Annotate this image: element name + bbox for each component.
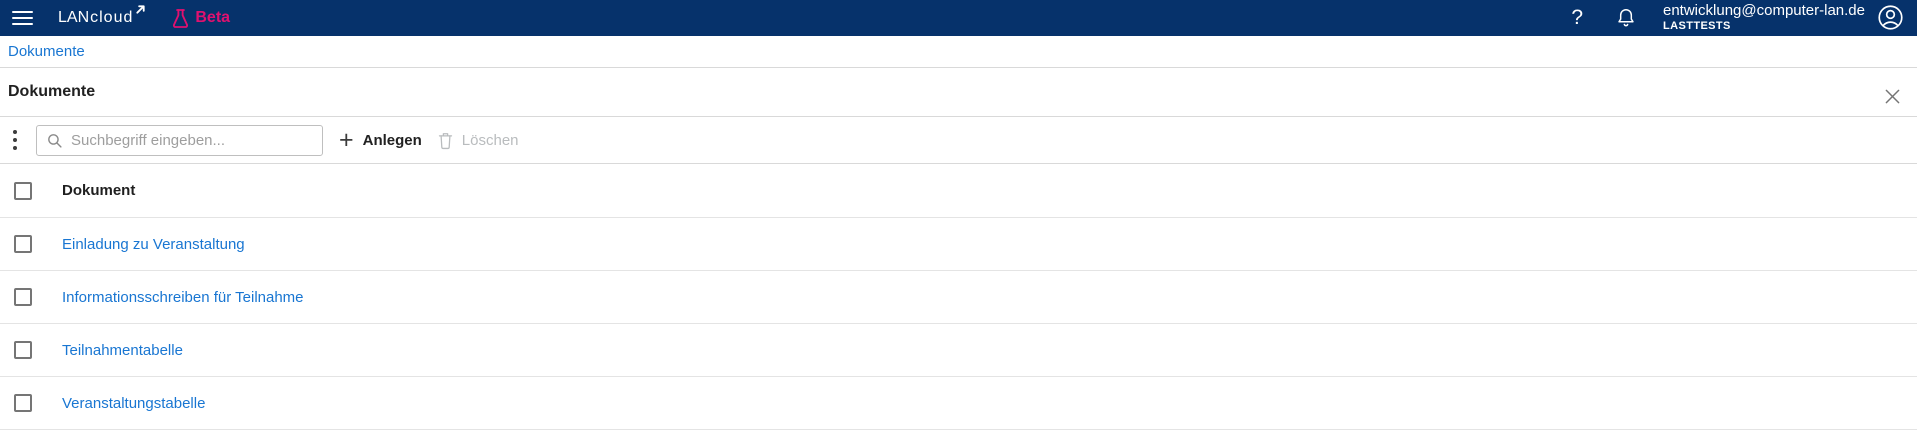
create-button-label: Anlegen (362, 131, 422, 149)
notifications-bell-icon[interactable] (1615, 6, 1637, 29)
create-button[interactable]: + Anlegen (339, 126, 422, 154)
breadcrumb: Dokumente (0, 36, 1917, 68)
plus-icon: + (339, 126, 354, 154)
search-box (36, 124, 323, 156)
avatar-icon[interactable] (1877, 4, 1904, 31)
beta-label: Beta (195, 9, 231, 26)
search-input[interactable] (71, 131, 313, 149)
delete-button[interactable]: Löschen (437, 131, 519, 150)
title-bar: Dokumente (0, 68, 1917, 117)
toolbar: + Anlegen Löschen (0, 117, 1917, 164)
select-all-checkbox[interactable] (14, 181, 32, 200)
close-icon[interactable] (1882, 86, 1903, 107)
top-bar: LAN cloud Beta ? entwicklung@computer-la… (0, 0, 1917, 36)
trash-icon (437, 131, 454, 150)
logo-text-secondary: cloud (90, 9, 134, 26)
logo-text-primary: LAN (58, 9, 90, 26)
account-name: LASTTESTS (1663, 20, 1731, 33)
table-row[interactable]: Informationsschreiben für Teilnahme (0, 271, 1917, 324)
account-info: entwicklung@computer-lan.de LASTTESTS (1663, 3, 1865, 32)
documents-table: Dokument Einladung zu Veranstaltung Info… (0, 164, 1917, 430)
document-link[interactable]: Informationsschreiben für Teilnahme (62, 288, 304, 306)
table-row[interactable]: Einladung zu Veranstaltung (0, 218, 1917, 271)
table-row[interactable]: Teilnahmentabelle (0, 324, 1917, 377)
menu-icon[interactable] (12, 11, 33, 25)
row-checkbox[interactable] (14, 288, 32, 306)
beta-badge: Beta (172, 8, 230, 29)
table-row[interactable]: Veranstaltungstabelle (0, 377, 1917, 430)
document-link[interactable]: Teilnahmentabelle (62, 341, 183, 359)
delete-button-label: Löschen (461, 131, 519, 149)
search-icon (46, 132, 63, 149)
table-header-row: Dokument (0, 164, 1917, 218)
flask-icon (172, 8, 189, 29)
row-checkbox[interactable] (14, 341, 32, 359)
kebab-menu-icon[interactable] (11, 128, 19, 152)
account-email: entwicklung@computer-lan.de (1663, 2, 1865, 20)
top-bar-right: ? entwicklung@computer-lan.de LASTTESTS (1571, 3, 1904, 32)
page-title: Dokumente (8, 83, 96, 100)
breadcrumb-link-dokumente[interactable]: Dokumente (8, 43, 85, 60)
app-logo[interactable]: LAN cloud (58, 5, 146, 27)
document-link[interactable]: Veranstaltungstabelle (62, 394, 206, 412)
help-icon[interactable]: ? (1571, 6, 1583, 30)
table-body: Einladung zu Veranstaltung Informationss… (0, 218, 1917, 430)
arrow-up-right-icon (135, 4, 146, 15)
document-link[interactable]: Einladung zu Veranstaltung (62, 235, 245, 253)
row-checkbox[interactable] (14, 235, 32, 253)
row-checkbox[interactable] (14, 394, 32, 412)
column-header-dokument: Dokument (62, 182, 136, 199)
